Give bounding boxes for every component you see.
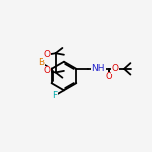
- Text: F: F: [52, 91, 57, 100]
- Text: O: O: [43, 50, 50, 59]
- Text: O: O: [106, 72, 112, 81]
- Text: B: B: [38, 58, 44, 67]
- Text: NH: NH: [92, 64, 105, 73]
- Text: O: O: [111, 64, 118, 73]
- Text: O: O: [43, 66, 50, 75]
